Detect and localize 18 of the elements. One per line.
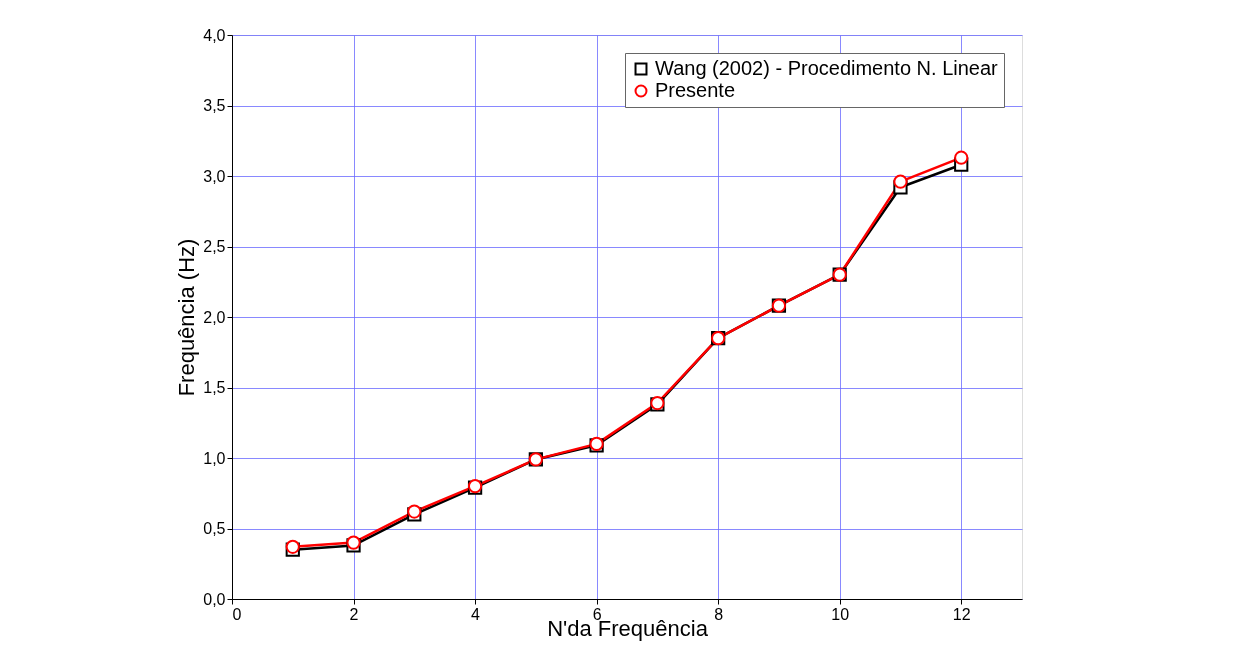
legend-label: Wang (2002) - Procedimento N. Linear [655,57,999,79]
legend-label: Presente [655,79,736,101]
y-tick-label: 0,0 [203,590,226,608]
x-tick-label: 8 [714,605,724,623]
y-tick-label: 2,0 [203,308,226,326]
y-tick-label: 1,5 [203,379,226,396]
y-tick-label: 2,5 [203,238,226,255]
y-tick-label: 1,0 [203,449,226,467]
y-tick-label: 0,5 [203,520,226,537]
y-axis-title: Frequência (Hz) [174,238,200,397]
x-tick-label: 10 [831,605,850,623]
x-tick-label: 0 [232,605,242,623]
x-tick-label: 12 [952,605,971,623]
y-tick-label: 3,0 [203,167,226,185]
x-tick-label: 2 [349,605,359,623]
x-tick-label: 4 [471,605,481,623]
y-tick-label: 3,5 [203,97,226,114]
y-tick-label: 4,0 [203,26,226,44]
